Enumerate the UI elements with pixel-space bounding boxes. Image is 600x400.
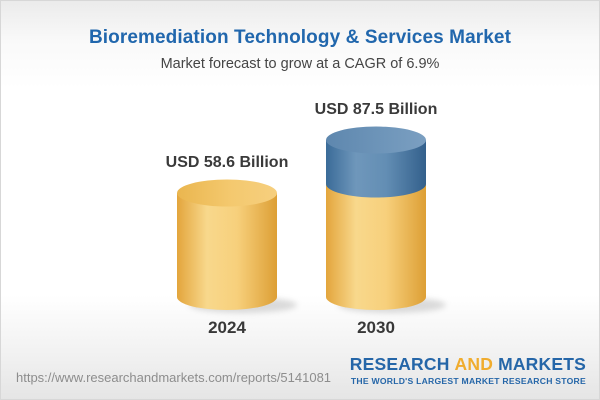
logo-word-and: AND (454, 354, 494, 374)
bar-2030-value-label: USD 87.5 Billion (314, 101, 438, 118)
logo-wordmark: RESEARCH AND MARKETS (349, 354, 586, 374)
bar-2030-category-label: 2030 (357, 318, 395, 337)
page-title: Bioremediation Technology & Services Mar… (88, 27, 512, 48)
bar-2030-base-segment (326, 184, 426, 310)
bar-2024 (177, 179, 277, 310)
bar-2024-value-label: USD 58.6 Billion (165, 154, 289, 171)
logo-tagline: THE WORLD'S LARGEST MARKET RESEARCH STOR… (350, 375, 586, 386)
page-subtitle: Market forecast to grow at a CAGR of 6.9… (160, 56, 440, 72)
bar-2030 (326, 126, 426, 310)
bar-2030-growth-segment (326, 140, 426, 198)
research-and-markets-logo: RESEARCH AND MARKETS THE WORLD'S LARGEST M… (349, 354, 586, 386)
bar-2024-category-label: 2024 (208, 318, 246, 337)
report-url: https://www.researchandmarkets.com/repor… (16, 370, 332, 385)
logo-word-research: RESEARCH (349, 354, 450, 374)
logo-word-markets: MARKETS (498, 354, 586, 374)
